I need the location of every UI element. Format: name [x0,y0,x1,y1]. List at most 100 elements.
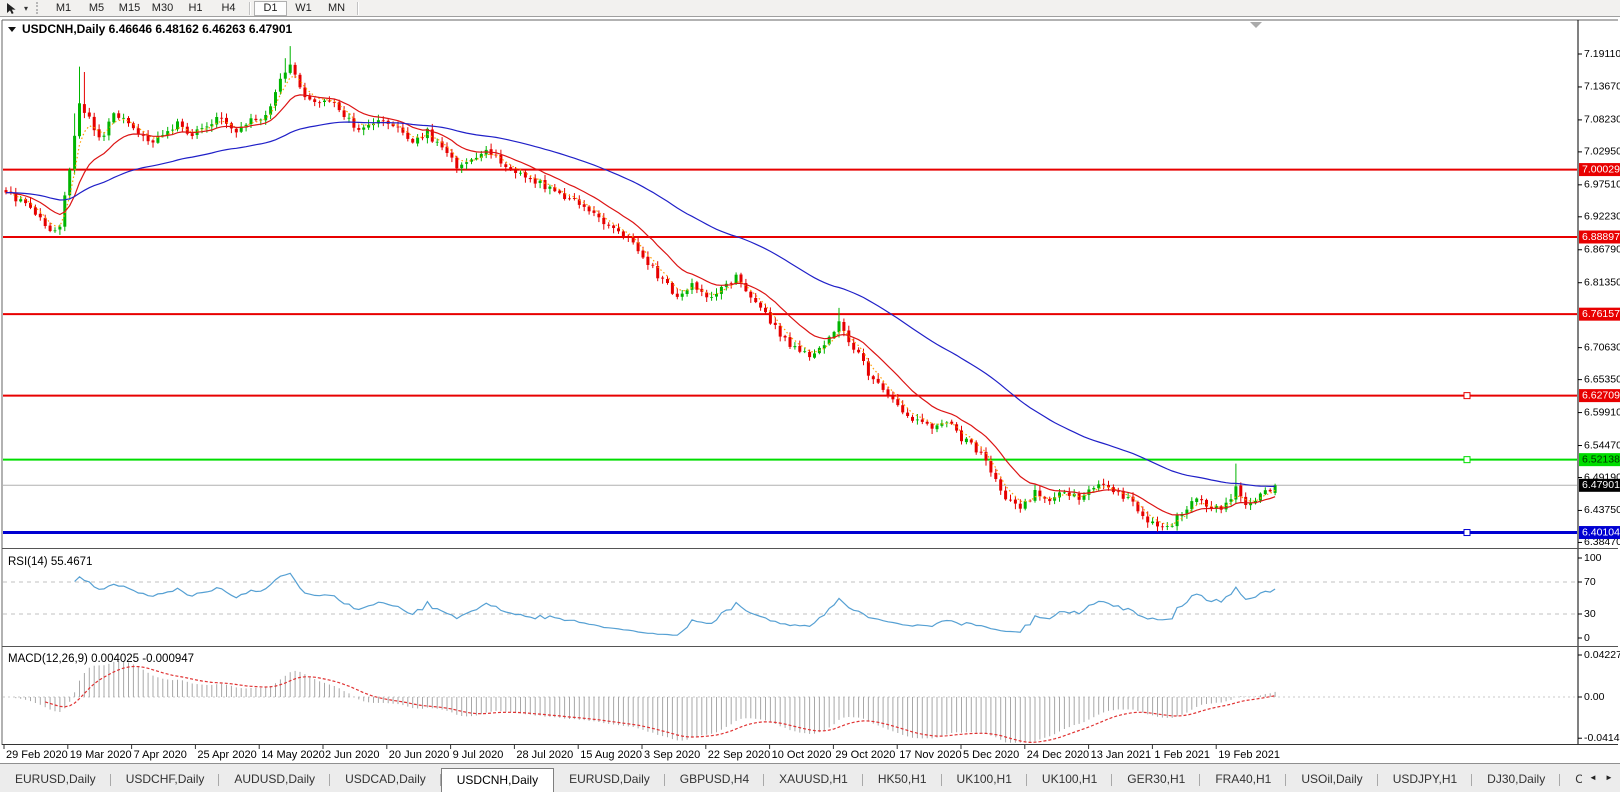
rsi-indicator-label: RSI(14) 55.4671 [8,556,92,568]
svg-text:6.65350: 6.65350 [1584,373,1620,385]
svg-text:6.47901: 6.47901 [1582,479,1620,491]
svg-text:28 Jul 2020: 28 Jul 2020 [516,749,573,761]
chart-tabs: EURUSD,Daily USDCHF,Daily AUDUSD,Daily USDC… [0,768,1582,792]
chart-tab-dj30-daily[interactable]: DJ30,Daily [1472,768,1561,791]
cursor-tool-button[interactable] [2,1,20,15]
chart-tab-usdcad-daily[interactable]: USDCAD,Daily [330,768,441,791]
ma-4-line[interactable] [5,75,1276,526]
svg-text:7.08230: 7.08230 [1584,114,1620,126]
timeframe-button-H4[interactable]: H4 [221,1,236,14]
price-level-label [1579,526,1620,540]
svg-text:19 Mar 2020: 19 Mar 2020 [70,749,132,761]
chart-tab-ger30-h1[interactable]: GER30,H1 [1112,768,1201,791]
svg-text:7.13670: 7.13670 [1584,81,1620,93]
chart-tab-usdjpy-h1[interactable]: USDJPY,H1 [1378,768,1473,791]
svg-text:6.40104: 6.40104 [1582,526,1620,538]
svg-text:13 Jan 2021: 13 Jan 2021 [1091,749,1152,761]
svg-text:19 Feb 2021: 19 Feb 2021 [1218,749,1280,761]
svg-text:6.81350: 6.81350 [1584,276,1620,288]
svg-text:6.43750: 6.43750 [1584,504,1620,516]
price-level-label [1579,163,1620,177]
svg-text:6.59910: 6.59910 [1584,406,1620,418]
chart-tab-uk100-h1[interactable]: UK100,H1 [1027,768,1113,791]
svg-text:15 Aug 2020: 15 Aug 2020 [580,749,642,761]
chart-canvas[interactable]: 7.19110 7.13670 7.08230 7.02950 6.97510 6.922… [0,17,1620,763]
price-level-label [1579,230,1620,244]
timeframe-button-M1[interactable]: M1 [55,1,72,14]
chart-tab-audusd-daily[interactable]: AUDUSD,Daily [219,768,330,791]
chart-tab-uk100-h1[interactable]: UK100,H1 [942,768,1028,791]
toolbar-separator [249,1,250,15]
svg-text:5 Dec 2020: 5 Dec 2020 [963,749,1019,761]
svg-text:6.70630: 6.70630 [1584,341,1620,353]
level-drag-handle[interactable] [1463,456,1471,464]
chart-tab-eurusd-daily[interactable]: EURUSD,Daily [0,768,111,791]
svg-text:7.19110: 7.19110 [1584,48,1620,60]
svg-text:7 Apr 2020: 7 Apr 2020 [134,749,187,761]
caret-down-icon[interactable]: ▾ [23,3,28,13]
tab-scroll-right-button[interactable]: ► [1605,773,1613,782]
svg-text:29 Oct 2020: 29 Oct 2020 [835,749,895,761]
level-drag-handle[interactable] [1463,392,1471,400]
chart-tab-bar: EURUSD,Daily USDCHF,Daily AUDUSD,Daily USDC… [0,763,1620,792]
ma-55-line[interactable] [6,121,1276,487]
svg-text:10 Oct 2020: 10 Oct 2020 [772,749,832,761]
chart-tab-usdchf-daily[interactable]: USDCHF,Daily [111,768,220,791]
chart-tab-gbpusd-h4[interactable]: GBPUSD,H4 [665,768,765,791]
svg-text:30: 30 [1584,608,1596,620]
svg-text:25 Apr 2020: 25 Apr 2020 [197,749,256,761]
chart-tab-xauusd-h1[interactable]: XAUUSD,H1 [764,768,863,791]
toolbar-grip[interactable] [36,2,43,14]
svg-text:6.86790: 6.86790 [1584,244,1620,256]
chart-tab-usdcnh-daily[interactable]: USDCNH,Daily [440,768,555,792]
svg-text:6.92230: 6.92230 [1584,211,1620,223]
title-collapse-icon[interactable] [8,27,16,32]
tab-scroll-left-button[interactable]: ◄ [1589,773,1597,782]
svg-text:6.38470: 6.38470 [1584,536,1620,548]
macd-indicator-label: MACD(12,26,9) 0.004025 -0.000947 [8,653,194,665]
price-level-label [1579,453,1620,467]
chart-tab-hk50-h1[interactable]: HK50,H1 [863,768,942,791]
timeframe-button-M30[interactable]: M30 [151,1,174,14]
svg-text:24 Dec 2020: 24 Dec 2020 [1027,749,1089,761]
timeframe-toolbar: ▾ M1 M5 M15 M30 H1 H4 D1 W1 MN [0,0,1620,17]
current-price-label [1579,478,1620,492]
chart-tab-usoil-daily[interactable]: USOil,Daily [1286,768,1379,791]
chart-tab-china300-h1[interactable]: CHINA300,H1 [1560,768,1582,791]
chart-tab-fra40-h1[interactable]: FRA40,H1 [1200,768,1287,791]
level-drag-handle[interactable] [1463,529,1471,537]
macd-signal-line [45,665,1276,744]
timeframe-button-D1[interactable]: D1 [254,0,287,16]
timeframe-button-W1[interactable]: W1 [295,1,312,14]
svg-text:6.76157: 6.76157 [1582,308,1620,320]
toolbar-separator [357,1,358,15]
svg-text:6.52138: 6.52138 [1582,453,1620,465]
svg-text:1 Feb 2021: 1 Feb 2021 [1154,749,1210,761]
svg-text:100: 100 [1584,552,1602,564]
svg-text:7.02950: 7.02950 [1584,146,1620,158]
candles-layer[interactable] [4,46,1277,532]
svg-text:17 Nov 2020: 17 Nov 2020 [899,749,961,761]
cursor-icon [6,2,16,14]
svg-text:6.97510: 6.97510 [1584,179,1620,191]
svg-text:6.54470: 6.54470 [1584,439,1620,451]
svg-text:29 Feb 2020: 29 Feb 2020 [6,749,68,761]
splitter-arrow-icon[interactable] [1250,22,1262,28]
svg-text:6.88897: 6.88897 [1582,231,1620,243]
ma-13-line[interactable] [6,94,1276,516]
tab-scroll-arrows: ◄ ► [1582,764,1620,792]
chart-tab-eurusd-daily[interactable]: EURUSD,Daily [554,768,665,791]
svg-text:0.00: 0.00 [1584,691,1605,703]
timeframe-button-M5[interactable]: M5 [88,1,105,14]
rsi-line [74,572,1276,636]
svg-text:7.00029: 7.00029 [1582,163,1620,175]
timeframe-button-H1[interactable]: H1 [188,1,203,14]
svg-text:6.62709: 6.62709 [1582,389,1620,401]
svg-text:20 Jun 2020: 20 Jun 2020 [389,749,450,761]
macd-histogram [15,661,1276,743]
timeframe-button-M15[interactable]: M15 [118,1,141,14]
svg-text:0.042275: 0.042275 [1584,649,1620,661]
timeframe-button-MN[interactable]: MN [327,1,346,14]
svg-text:3 Sep 2020: 3 Sep 2020 [644,749,700,761]
svg-text:70: 70 [1584,576,1596,588]
